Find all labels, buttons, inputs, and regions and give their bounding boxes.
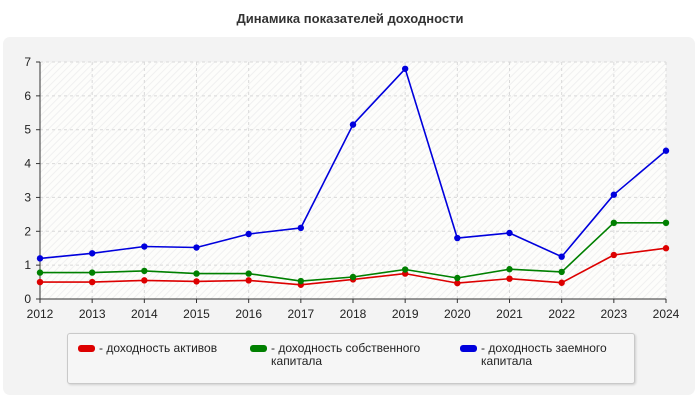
y-tick-label: 1 [24,258,31,272]
data-point [506,266,513,273]
legend: - доходность активов - доходность собств… [67,333,635,384]
data-point [245,270,252,277]
data-point [297,277,305,285]
legend-swatch-equity [250,345,267,352]
data-point [558,279,565,286]
data-point [662,245,670,252]
chart-title: Динамика показателей доходности [236,11,464,26]
y-tick-label: 6 [24,89,31,103]
x-tick-label: 2021 [496,307,523,321]
series-layer [36,65,670,288]
data-point [141,277,148,284]
x-tick-label: 2017 [287,307,314,321]
data-point [506,275,513,282]
data-point [36,269,44,276]
x-tick-label: 2023 [600,307,627,321]
data-point [88,269,96,276]
y-tick-label: 7 [24,55,31,69]
data-point [506,229,513,237]
data-point [558,268,565,276]
legend-label-equity: - доходность собственного капитала [271,341,421,368]
data-point [141,243,148,250]
x-tick-label: 2013 [79,307,106,321]
x-tick-label: 2015 [183,307,210,321]
data-point [401,266,409,273]
axes: 0 1 2 3 4 5 6 7 2012 2013 2014 2015 2016 2017 2018 2019… [24,55,679,321]
x-tick-label: 2014 [131,307,158,321]
data-point [245,277,252,284]
data-point [141,267,148,275]
x-tick-label: 2020 [444,307,471,321]
legend-swatch-assets [78,345,95,352]
data-point [454,279,461,287]
data-point [245,230,252,238]
data-point [36,255,44,262]
legend-label-assets: - доходность активов [99,341,218,355]
data-point [88,250,96,257]
data-point [454,274,461,282]
data-point [610,219,618,227]
x-tick-label: 2022 [548,307,575,321]
plot-area-hatch [40,62,666,299]
y-tick-label: 2 [24,224,31,238]
data-point [558,253,565,260]
data-point [36,278,44,286]
data-point [193,244,200,251]
x-tick-label: 2018 [340,307,367,321]
x-tick-label: 2019 [392,307,419,321]
data-point [297,224,305,232]
x-tick-label: 2012 [27,307,54,321]
data-point [662,219,670,227]
y-tick-label: 0 [24,292,31,306]
data-point [349,121,357,128]
data-point [193,270,200,277]
x-tick-label: 2024 [653,307,680,321]
data-point [662,147,670,154]
y-tick-label: 5 [24,123,31,137]
grid-lines [40,61,667,299]
data-point [349,273,357,281]
x-tick-label: 2016 [235,307,262,321]
data-point [454,234,461,242]
data-point [610,191,618,198]
data-point [401,65,409,72]
data-point [88,278,96,286]
legend-label-debt: - доходность заемного капитала [481,341,607,368]
y-tick-label: 3 [24,190,31,204]
data-point [193,278,200,285]
data-point [610,251,618,259]
y-tick-label: 4 [24,157,31,171]
legend-swatch-debt [460,345,477,352]
